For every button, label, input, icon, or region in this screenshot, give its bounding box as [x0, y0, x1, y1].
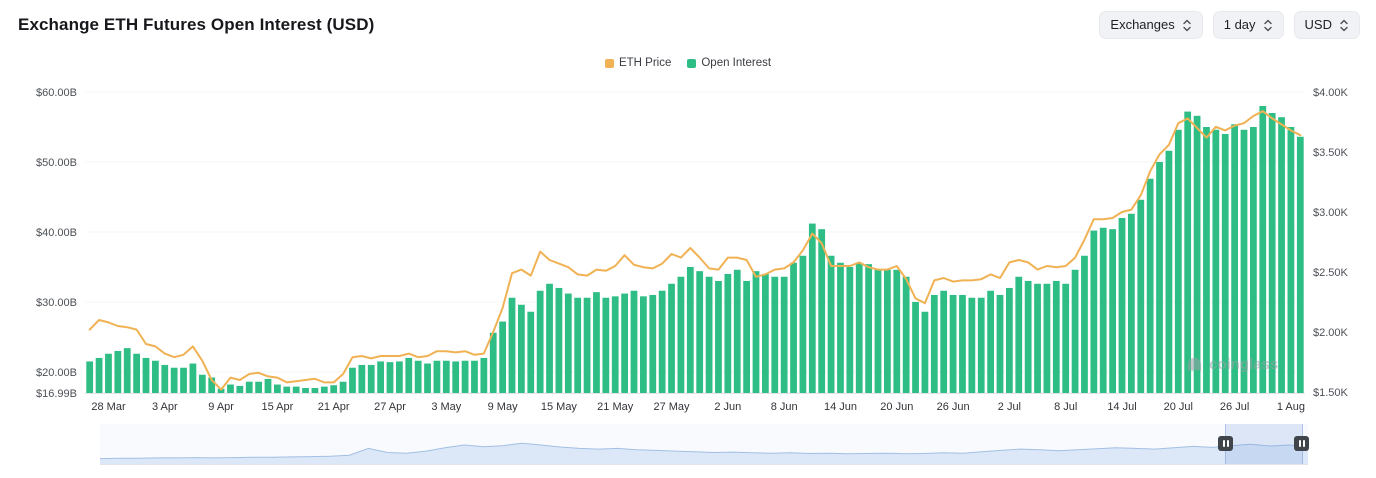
pause-handle-icon [1222, 440, 1225, 447]
updown-chevron-icon [1263, 19, 1273, 32]
range-navigator[interactable] [100, 424, 1309, 465]
navigator-outline [100, 442, 1308, 460]
header: Exchange ETH Futures Open Interest (USD)… [0, 0, 1376, 42]
legend-label: ETH Price [618, 57, 672, 69]
legend-item-eth-price[interactable]: ETH Price [604, 57, 672, 69]
x-axis-tick-label: 3 Apr [152, 401, 178, 413]
x-axis-tick-label: 26 Jul [1220, 401, 1249, 413]
navigator-area-chart [100, 442, 1308, 464]
y-axis-tick-label: $3.50K [1313, 147, 1349, 159]
y-axis-tick-label: $40.00B [36, 227, 77, 239]
y-axis-tick-label: $16.99B [36, 388, 77, 400]
y-axis-tick-label: $50.00B [36, 157, 77, 169]
eth-price-swatch [604, 58, 614, 68]
x-axis-tick-label: 28 Mar [91, 401, 126, 413]
exchanges-select-label: Exchanges [1110, 17, 1175, 32]
currency-select-label: USD [1304, 17, 1332, 32]
x-axis-tick-label: 15 May [541, 401, 578, 413]
updown-chevron-icon [1182, 19, 1192, 32]
y-axis-tick-label: $4.00K [1313, 87, 1349, 99]
navigator-handle-left[interactable] [1218, 436, 1233, 451]
x-axis-tick-label: 3 May [431, 401, 461, 413]
y-axis-tick-label: $30.00B [36, 297, 77, 309]
chart-legend: ETH Price Open Interest [0, 57, 1376, 69]
legend-item-open-interest[interactable]: Open Interest [687, 57, 771, 69]
pause-handle-icon [1226, 440, 1229, 447]
x-axis-tick-label: 2 Jul [998, 401, 1021, 413]
y-axis-tick-label: $20.00B [36, 367, 77, 379]
interval-select-label: 1 day [1223, 17, 1256, 32]
x-axis-tick-label: 14 Jul [1107, 401, 1136, 413]
x-axis-tick-label: 2 Jun [714, 401, 741, 413]
header-controls: Exchanges 1 day USD [1099, 11, 1360, 39]
x-axis-tick-label: 9 Apr [208, 401, 234, 413]
x-axis-tick-label: 8 Jul [1054, 401, 1077, 413]
y-axis-tick-label: $3.00K [1313, 207, 1349, 219]
navigator-area [100, 443, 1308, 464]
interval-select[interactable]: 1 day [1212, 11, 1284, 39]
legend-label: Open Interest [701, 57, 772, 69]
y-axis-tick-label: $60.00B [36, 87, 77, 99]
x-axis-tick-label: 26 Jun [937, 401, 970, 413]
x-axis-labels: 28 Mar 3 Apr 9 Apr 15 Apr 21 Apr 27 Apr 3 May 9… [91, 401, 1305, 413]
y-axis-tick-label: $1.50K [1313, 387, 1349, 399]
page-title: Exchange ETH Futures Open Interest (USD) [18, 15, 375, 34]
open-interest-swatch [687, 58, 697, 68]
right-axis-labels: $4.00K $3.50K $3.00K $2.50K $2.00K $1.50K [1313, 87, 1349, 399]
plot-area[interactable] [85, 92, 1305, 393]
updown-chevron-icon [1339, 19, 1349, 32]
navigator-handle-right[interactable] [1294, 436, 1309, 451]
x-axis-tick-label: 8 Jun [771, 401, 798, 413]
x-axis-tick-label: 20 Jul [1164, 401, 1193, 413]
x-axis-tick-label: 15 Apr [261, 401, 293, 413]
x-axis-tick-label: 27 May [653, 401, 690, 413]
pause-handle-icon [1298, 440, 1301, 447]
y-axis-tick-label: $2.00K [1313, 327, 1349, 339]
exchanges-select[interactable]: Exchanges [1099, 11, 1203, 39]
x-axis-tick-label: 14 Jun [824, 401, 857, 413]
y-axis-tick-label: $2.50K [1313, 267, 1349, 279]
x-axis-tick-label: 21 May [597, 401, 634, 413]
x-axis-tick-label: 21 Apr [318, 401, 350, 413]
x-axis-tick-label: 9 May [488, 401, 518, 413]
left-axis-labels: $60.00B $50.00B $40.00B $30.00B $20.00B $16.9… [36, 87, 77, 400]
pause-handle-icon [1302, 440, 1305, 447]
navigator-selection[interactable] [1225, 424, 1303, 464]
x-axis-tick-label: 20 Jun [880, 401, 913, 413]
x-axis-tick-label: 27 Apr [374, 401, 406, 413]
currency-select[interactable]: USD [1293, 11, 1360, 39]
x-axis-tick-label: 1 Aug [1277, 401, 1305, 413]
